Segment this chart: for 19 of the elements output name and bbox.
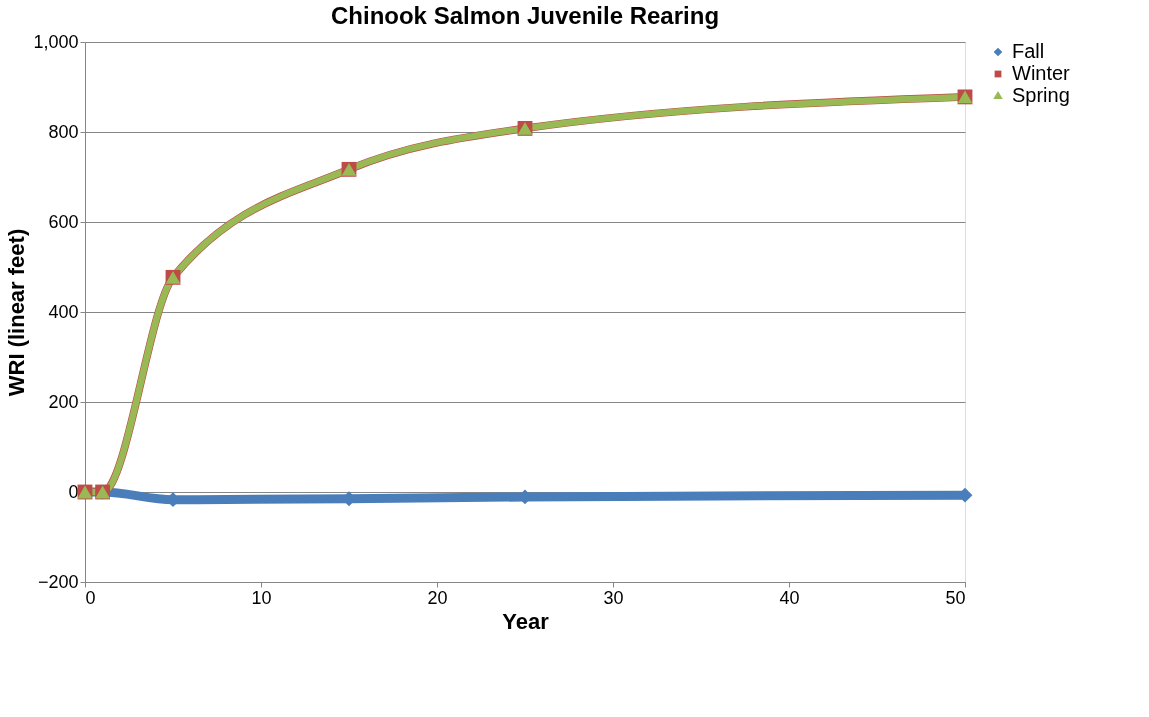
legend-label: Winter: [1012, 62, 1071, 84]
legend-label: Fall: [1012, 40, 1045, 62]
x-tick-label: 20: [427, 587, 448, 608]
x-tick-label: 10: [251, 587, 272, 608]
y-tick-label: 600: [48, 211, 79, 232]
y-tick-label: 1,000: [33, 31, 79, 52]
y-axis-title: WRI (linear feet): [4, 228, 30, 397]
y-tick-label: −200: [37, 571, 79, 592]
y-tick-label: 800: [48, 121, 79, 142]
chart-title: Chinook Salmon Juvenile Rearing: [330, 2, 720, 29]
y-tick-label: 200: [48, 391, 79, 412]
y-tick-label: 400: [48, 301, 79, 322]
x-tick-label: 30: [603, 587, 624, 608]
x-tick-label: 0: [85, 587, 96, 608]
y-tick-label: 0: [68, 481, 79, 502]
x-tick-label: 40: [779, 587, 800, 608]
x-axis-title: Year: [502, 608, 550, 634]
legend-label: Spring: [1012, 84, 1070, 106]
x-tick-label: 50: [945, 587, 966, 608]
